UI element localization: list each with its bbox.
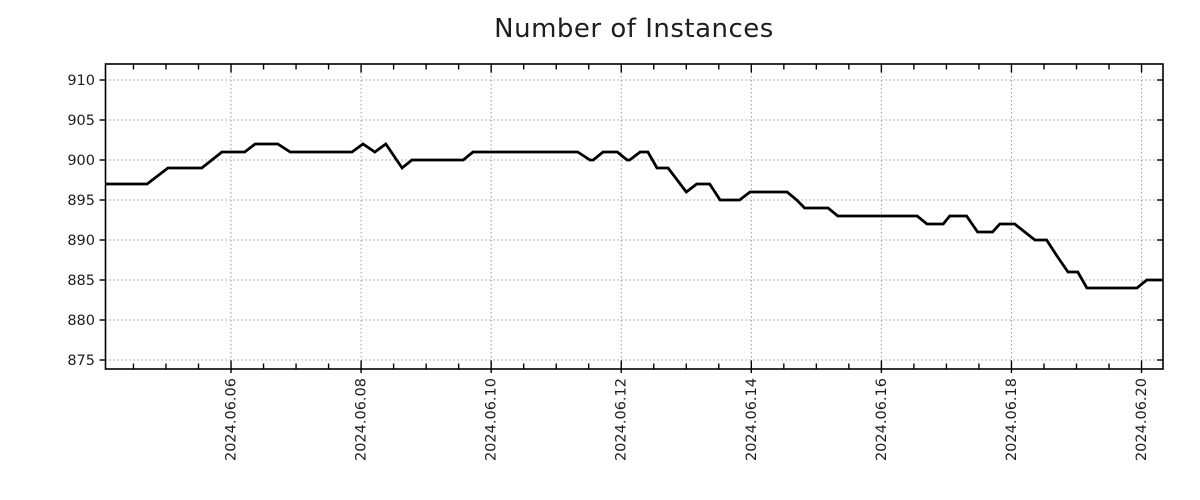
x-tick-label: 2024.06.06 xyxy=(224,378,240,461)
x-tick-label: 2024.06.16 xyxy=(874,378,890,461)
y-axis-labels: 875 880 885 890 895 900 905 910 xyxy=(67,73,95,369)
chart-title: Number of Instances xyxy=(494,14,774,44)
x-tick-label: 2024.06.10 xyxy=(484,378,500,461)
x-tick-label: 2024.06.20 xyxy=(1134,378,1150,461)
x-tick-label: 2024.06.08 xyxy=(354,378,370,461)
x-axis-labels: 2024.06.06 2024.06.08 2024.06.10 2024.06.12… xyxy=(224,378,1151,461)
y-tick-label: 890 xyxy=(67,233,95,249)
instances-series-line xyxy=(105,142,1163,290)
axis-ticks xyxy=(99,64,1163,373)
x-tick-label: 2024.06.14 xyxy=(744,378,760,461)
y-tick-label: 905 xyxy=(67,113,95,129)
x-tick-label: 2024.06.18 xyxy=(1004,378,1020,461)
plot-border xyxy=(104,63,1164,370)
y-tick-label: 895 xyxy=(67,193,95,209)
y-tick-label: 885 xyxy=(67,273,95,289)
y-tick-label: 900 xyxy=(67,153,95,169)
gridlines xyxy=(105,64,1163,369)
y-tick-label: 910 xyxy=(67,73,95,89)
y-tick-label: 875 xyxy=(67,353,95,369)
y-tick-label: 880 xyxy=(67,313,95,329)
x-tick-label: 2024.06.12 xyxy=(614,378,630,461)
